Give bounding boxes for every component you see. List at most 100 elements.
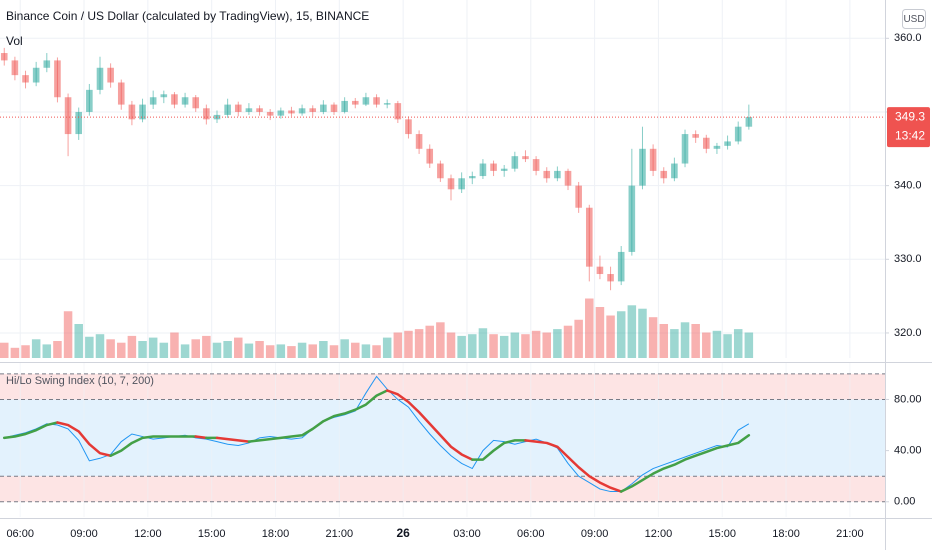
signal-line <box>524 439 623 493</box>
countdown-label: 13:42 <box>895 128 925 142</box>
background-layer <box>0 0 885 517</box>
volume-bar <box>329 345 339 358</box>
candle-body <box>415 134 423 149</box>
candle-body <box>745 117 753 127</box>
volume-bar <box>499 335 509 358</box>
candle-body <box>458 178 465 190</box>
signal-line <box>109 435 197 457</box>
candle-body <box>628 185 636 252</box>
candle-body <box>288 110 295 114</box>
volume-bar <box>223 341 232 358</box>
candle-body <box>426 148 434 164</box>
volume-bar <box>127 335 137 358</box>
x-tick-label: 09:00 <box>581 528 609 540</box>
volume-bar <box>148 337 158 358</box>
y-tick-label: 340.0 <box>894 180 922 192</box>
x-tick-label: 26 <box>396 526 410 540</box>
candle-body <box>149 97 157 105</box>
volume-bar <box>319 341 328 358</box>
volume-bar <box>351 342 360 358</box>
volume-bar <box>212 342 222 358</box>
x-tick-label: 03:00 <box>453 528 481 540</box>
candle-body <box>160 94 168 98</box>
volume-bar <box>21 345 30 358</box>
candle-body <box>543 170 551 179</box>
x-tick-label: 21:00 <box>326 528 354 540</box>
candle-body <box>266 111 274 116</box>
volume-bar <box>10 347 20 358</box>
candle-body <box>554 170 561 179</box>
x-tick-label: 06:00 <box>6 528 34 540</box>
x-tick-label: 18:00 <box>262 528 290 540</box>
y-tick-label: 330.0 <box>894 253 922 265</box>
candle-body <box>0 53 8 61</box>
volume-bar <box>234 337 243 358</box>
volume-bar <box>733 329 743 358</box>
signal-line <box>194 435 208 440</box>
x-tick-label: 12:00 <box>645 528 673 540</box>
candle-body <box>671 163 678 179</box>
candle-body <box>511 156 519 169</box>
signal-line <box>56 421 112 457</box>
volume-bar <box>117 342 126 358</box>
candle-body <box>639 148 646 186</box>
volume-bar <box>659 324 669 358</box>
candle-body <box>117 82 125 105</box>
volume-bar <box>553 329 562 358</box>
indicator-title: Hi/Lo Swing Index (10, 7, 200) <box>6 375 154 387</box>
candle-body <box>500 168 508 171</box>
volume-bar <box>85 336 94 358</box>
volume-bar <box>648 317 658 358</box>
volume-bar <box>159 342 169 358</box>
volume-bar <box>744 332 754 358</box>
volume-bar <box>606 315 615 358</box>
candle-body <box>585 207 593 267</box>
volume-bar <box>510 332 520 358</box>
volume-bar <box>425 325 434 358</box>
volume-bar <box>478 328 488 358</box>
currency-button[interactable] <box>902 9 926 29</box>
volume-bar <box>446 332 456 358</box>
volume-bar <box>287 346 296 358</box>
candle-body <box>607 274 614 282</box>
candle-body <box>373 97 380 105</box>
volume-bar <box>414 329 424 358</box>
volume-bar <box>191 339 200 358</box>
candle-body <box>277 110 285 116</box>
volume-bar <box>244 343 254 358</box>
candle-body <box>447 178 455 190</box>
volume-bar <box>308 344 317 358</box>
plot-layer <box>0 47 885 493</box>
candle-body <box>564 170 572 186</box>
volume-bar <box>180 344 190 358</box>
y-tick-label: 40.00 <box>894 445 922 457</box>
candle-body <box>330 104 338 112</box>
candle-body <box>405 119 412 135</box>
volume-bar <box>202 335 211 358</box>
candle-body <box>86 89 93 112</box>
volume-label: Vol <box>6 34 23 48</box>
signal-line <box>3 421 59 440</box>
volume-bar <box>712 330 722 358</box>
candle-body <box>351 100 359 105</box>
candle-body <box>256 108 263 112</box>
volume-bar <box>31 339 41 358</box>
candle-body <box>734 126 742 142</box>
candle-body <box>309 108 317 112</box>
volume-bar <box>489 334 498 358</box>
volume-bar <box>595 307 605 358</box>
candle-body <box>341 100 348 112</box>
volume-bar <box>393 332 403 358</box>
candle-body <box>139 104 146 120</box>
candle-body <box>383 103 391 105</box>
signal-line <box>215 436 251 443</box>
signal-line <box>619 434 751 493</box>
volume-bar <box>372 345 381 358</box>
volume-bar <box>702 332 711 358</box>
candle-body <box>596 266 604 275</box>
volume-bar <box>436 322 445 358</box>
candle-body <box>468 176 476 179</box>
currency-label[interactable]: USD <box>903 14 924 25</box>
